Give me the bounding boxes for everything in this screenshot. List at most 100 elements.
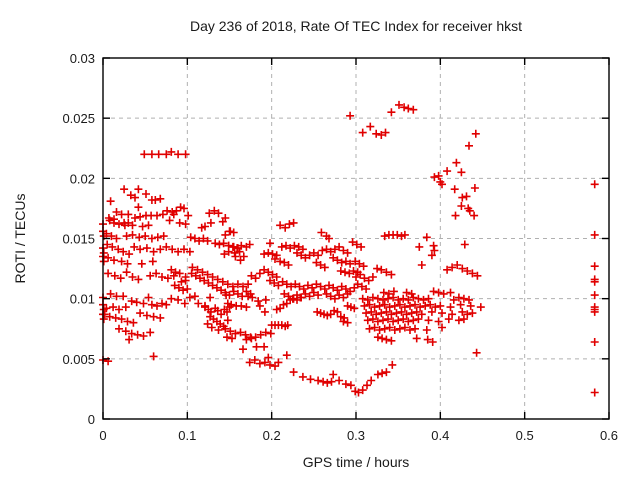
data-point-plus [111,313,120,322]
data-point-plus [356,270,365,279]
data-point-plus [112,208,121,216]
data-point-plus [293,248,301,257]
data-point-plus [378,369,387,378]
data-point-plus [407,309,416,318]
data-point-plus [186,233,195,242]
data-point-plus [174,295,183,304]
data-point-plus [346,259,355,268]
data-point-plus [131,214,139,222]
data-point-plus [290,241,299,250]
data-point-plus [134,203,143,212]
data-point-plus [196,274,204,283]
data-point-plus [343,248,352,257]
data-point-plus [362,309,371,318]
data-point-plus [260,307,269,316]
data-point-plus [112,292,121,301]
data-point-plus [402,310,411,319]
data-point-plus [360,301,369,310]
data-point-plus [465,295,473,304]
data-point-plus [379,288,388,297]
data-point-plus [590,180,599,189]
data-point-plus [343,289,352,298]
data-point-plus [104,253,113,262]
data-point-plus [367,307,376,316]
data-point-plus [303,281,312,290]
data-point-plus [329,283,338,292]
data-point-plus [456,300,465,309]
grid-lines [103,58,609,419]
data-point-plus [472,348,481,357]
data-point-plus [457,168,466,177]
data-point-plus [274,358,283,367]
data-point-plus [198,268,207,277]
data-point-plus [409,105,418,114]
data-point-plus [158,299,166,308]
data-point-plus [102,229,111,238]
data-point-plus [223,280,232,289]
data-point-plus [590,291,599,300]
data-point-plus [453,261,462,269]
data-point-plus [123,317,132,326]
data-point-plus [388,360,397,369]
data-point-plus [427,307,436,316]
data-point-plus [295,282,304,291]
data-point-plus [368,293,377,302]
data-point-plus [222,291,231,300]
data-point-plus [221,214,230,222]
data-point-plus [465,141,473,150]
data-point-plus [130,242,139,251]
data-point-plus [244,292,253,301]
data-point-plus [163,206,172,215]
data-point-plus [590,230,599,239]
data-point-plus [399,315,408,324]
data-point-plus [274,281,283,290]
data-point-plus [280,289,289,298]
data-point-plus [175,218,184,227]
data-point-plus [137,259,146,268]
data-point-plus [264,268,273,277]
data-point-plus [335,376,344,385]
data-point-plus [282,241,290,250]
data-point-plus [144,293,153,302]
data-point-plus [229,287,238,296]
data-point-plus [245,240,254,249]
data-point-plus [149,312,158,321]
data-point-plus [428,338,437,346]
data-point-plus [228,334,236,343]
data-point-plus [231,329,240,338]
data-point-plus [271,255,279,263]
data-point-plus [417,261,426,269]
data-point-plus [239,282,247,291]
data-point-plus [126,191,135,200]
data-point-plus [191,271,200,280]
data-point-plus [443,167,452,176]
data-point-plus [146,271,155,280]
data-point-plus [235,247,244,256]
data-point-plus [317,228,326,237]
data-point-plus [255,359,264,368]
data-point-plus [320,285,329,293]
data-point-plus [412,307,421,316]
data-point-plus [406,301,414,310]
data-point-plus [409,293,418,302]
data-point-plus [309,248,318,257]
x-axis-label: GPS time / hours [303,454,410,470]
data-point-plus [400,230,409,239]
data-point-plus [384,315,392,324]
data-point-plus [218,277,227,286]
data-point-plus [306,375,315,384]
data-point-plus [434,171,443,180]
data-point-plus [134,185,143,194]
data-point-plus [112,234,121,243]
data-point-plus [181,276,190,285]
data-point-plus [349,267,358,275]
data-point-plus [115,324,123,333]
data-point-plus [276,221,285,230]
data-point-plus [105,312,114,321]
data-point-plus [255,301,264,310]
data-point-plus [430,173,439,182]
data-point-plus [373,370,382,379]
data-point-plus [419,295,428,304]
x-tick-label: 0.1 [178,428,196,443]
